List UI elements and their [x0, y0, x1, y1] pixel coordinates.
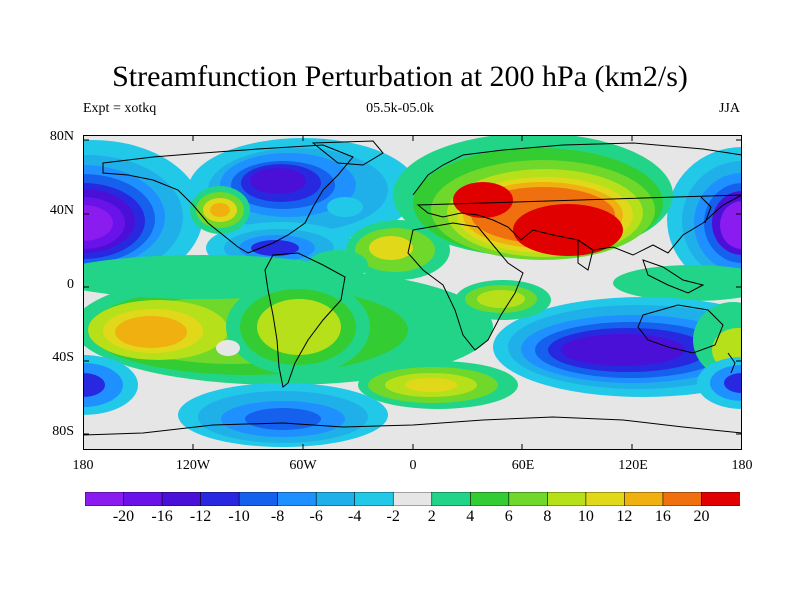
- colorbar-cell: [277, 492, 317, 506]
- coast-india: [577, 239, 594, 271]
- colorbar-label: -4: [348, 508, 362, 525]
- blob-indian-ocean-negative: [493, 297, 742, 397]
- coast-africa: [407, 222, 524, 351]
- coast-eurasia: [412, 142, 742, 256]
- coastlines: [83, 140, 742, 436]
- lat-tick-80s: 80S: [52, 424, 74, 439]
- lon-tick-120e: 120E: [618, 458, 648, 473]
- colorbar-label: -8: [270, 508, 285, 525]
- lon-tick-180w: 180: [72, 458, 94, 473]
- coast-australia: [637, 304, 724, 354]
- colorbar-cell: [469, 492, 510, 506]
- blob-atlantic-small-negative: [327, 197, 363, 217]
- lon-tick-60w: 60W: [289, 458, 317, 473]
- colorbar-cell: [701, 492, 740, 506]
- colorbar-label: -10: [228, 508, 250, 525]
- colorbar-cell: [508, 492, 549, 506]
- coast-greenland: [311, 140, 384, 166]
- blob-south-america-positive: [226, 279, 370, 375]
- colorbar-label: 16: [654, 508, 671, 525]
- lon-tick-0: 0: [409, 458, 417, 473]
- blob-south-atlantic-positive: [358, 361, 518, 409]
- lat-tick-40s: 40S: [52, 350, 74, 365]
- colorbar-cell: [547, 492, 587, 506]
- blob-west-pacific-negative: [667, 147, 742, 291]
- colorbar-label: 10: [577, 508, 594, 525]
- colorbar-cell: [585, 492, 626, 506]
- colorbar-cell: [662, 492, 703, 506]
- blob-gray-hole: [216, 340, 240, 356]
- colorbar-cell: [123, 492, 163, 506]
- coast-south-america: [264, 252, 346, 388]
- lon-tick-120w: 120W: [175, 458, 211, 473]
- colorbar-label: -2: [386, 508, 400, 525]
- blob-north-pacific-negative: [83, 140, 203, 290]
- blob-north-america-negative: [188, 138, 418, 242]
- colorbar-label: 12: [616, 508, 633, 525]
- colorbar-cell: [238, 492, 279, 506]
- lon-tick-60e: 60E: [511, 458, 535, 473]
- streamfunction-map: [83, 135, 742, 450]
- colorbar-label: -6: [309, 508, 323, 525]
- blob-east-africa-positive: [455, 280, 551, 320]
- lat-tick-80n: 80N: [49, 129, 74, 144]
- lon-tick-180e: 180: [731, 458, 753, 473]
- colorbar-label: -12: [189, 508, 212, 525]
- colorbar-cell: [392, 492, 433, 506]
- page-title: Streamfunction Perturbation at 200 hPa (…: [112, 60, 688, 93]
- colorbar-cell: [354, 492, 395, 506]
- blob-southern-pacific-negative: [83, 355, 742, 415]
- blob-antarctic-negative: [178, 383, 388, 447]
- coast-japan: [700, 196, 712, 224]
- colorbar-cell: [431, 492, 472, 506]
- colorbar-cell: [315, 492, 356, 506]
- colorbar-label: -16: [151, 508, 173, 525]
- coast-new-zealand: [727, 352, 736, 374]
- subtitle-center: 05.5k-05.0k: [366, 101, 434, 116]
- coast-southeast-asia: [642, 259, 705, 294]
- colorbar: [85, 492, 740, 506]
- colorbar-label: 8: [543, 508, 552, 525]
- subtitle-left: Expt = xotkq: [83, 101, 157, 116]
- coast-antarctica: [83, 416, 742, 436]
- colorbar-cell: [85, 492, 125, 506]
- colorbar-label: 6: [504, 508, 513, 525]
- subtitle-right: JJA: [718, 101, 740, 116]
- lat-tick-40n: 40N: [49, 203, 74, 218]
- colorbar-cell: [624, 492, 664, 506]
- map-ticks: [83, 135, 742, 450]
- colorbar-cell: [161, 492, 202, 506]
- colorbar-label: 4: [466, 508, 475, 525]
- colorbar-label: 20: [693, 508, 710, 525]
- coast-north-america: [102, 144, 354, 254]
- lat-tick-0: 0: [67, 277, 74, 292]
- blob-eurasia-positive: [393, 135, 673, 260]
- colorbar-label: -20: [112, 508, 135, 525]
- colorbar-label: 2: [427, 508, 436, 525]
- colorbar-cell: [200, 492, 240, 506]
- blob-mexico-positive: [190, 186, 250, 234]
